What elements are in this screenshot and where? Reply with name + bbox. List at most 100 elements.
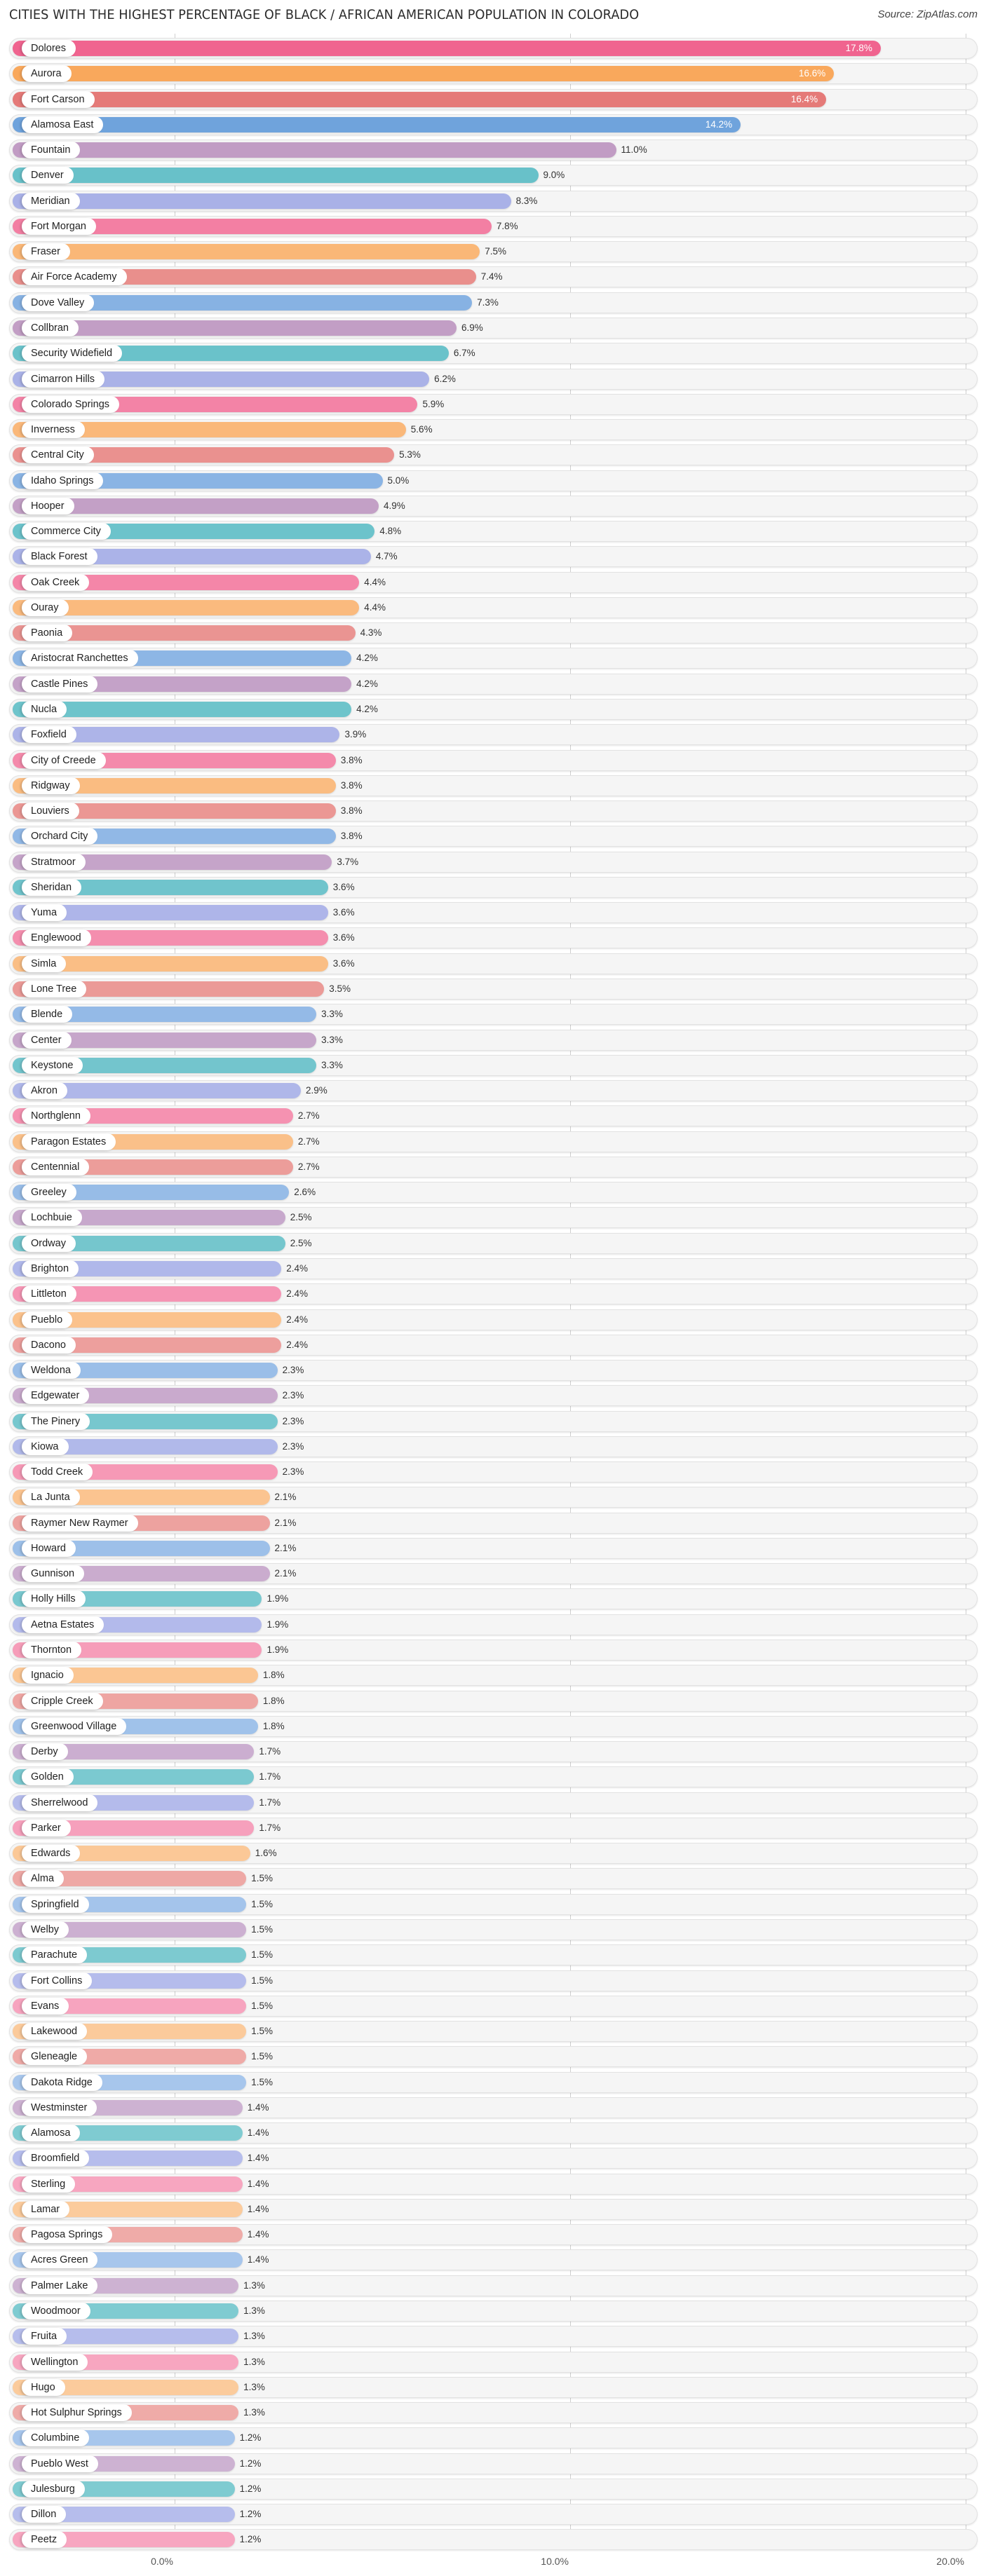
bar-row: Castle Pines 4.2% <box>9 673 978 695</box>
city-label: Greenwood Village <box>22 1717 127 1735</box>
city-label: Sheridan <box>22 878 82 896</box>
value-label: 1.5% <box>251 1923 273 1935</box>
city-label: Fruita <box>22 2328 67 2345</box>
city-label: Paragon Estates <box>22 1133 116 1150</box>
bar-row: Acres Green 1.4% <box>9 2249 978 2271</box>
bar <box>13 930 328 946</box>
bar-row: Thornton 1.9% <box>9 1640 978 1661</box>
value-label: 1.4% <box>247 2254 269 2265</box>
value-label: 7.8% <box>496 220 518 231</box>
city-label: Kiowa <box>22 1438 69 1455</box>
value-label: 6.2% <box>434 373 456 384</box>
city-label: Springfield <box>22 1895 89 1913</box>
chart-title: CITIES WITH THE HIGHEST PERCENTAGE OF BL… <box>9 7 640 22</box>
bar-row: Ouray 4.4% <box>9 597 978 618</box>
bar-row: Edgewater 2.3% <box>9 1385 978 1407</box>
value-label: 8.3% <box>515 195 538 206</box>
bar-row: Wellington 1.3% <box>9 2351 978 2373</box>
bar <box>13 981 325 997</box>
city-label: Ouray <box>22 599 69 616</box>
city-label: Aristocrat Ranchettes <box>22 650 138 667</box>
bar <box>13 777 336 793</box>
city-label: Lone Tree <box>22 980 87 997</box>
bar <box>13 1083 301 1099</box>
bar-row: Fort Morgan 7.8% <box>9 215 978 237</box>
value-label: 2.3% <box>282 1365 304 1376</box>
value-label: 3.9% <box>344 729 367 740</box>
value-label: 1.2% <box>239 2534 262 2545</box>
value-label: 1.5% <box>251 2051 273 2062</box>
bar <box>13 905 328 921</box>
bar <box>13 955 328 972</box>
value-label: 2.1% <box>274 1568 297 1579</box>
bar <box>13 1286 282 1302</box>
city-label: Orchard City <box>22 828 98 845</box>
value-label: 1.7% <box>259 1797 281 1808</box>
city-label: Gleneagle <box>22 2048 88 2066</box>
bar <box>13 142 616 158</box>
bar-row: Greeley 2.6% <box>9 1182 978 1204</box>
value-label: 1.4% <box>247 2153 269 2164</box>
source-label: Source: ZipAtlas.com <box>877 8 978 20</box>
value-label: 2.4% <box>286 1262 308 1274</box>
city-label: Greeley <box>22 1184 76 1201</box>
city-label: Ordway <box>22 1234 76 1252</box>
city-label: Akron <box>22 1082 67 1100</box>
city-label: Oak Creek <box>22 573 90 591</box>
value-label: 1.8% <box>262 1695 285 1706</box>
bar <box>13 2379 239 2395</box>
value-label: 2.6% <box>294 1187 316 1198</box>
value-label: 7.4% <box>480 271 503 282</box>
city-label: Golden <box>22 1769 74 1786</box>
bar-row: Dove Valley 7.3% <box>9 292 978 313</box>
bar-row: Nucla 4.2% <box>9 699 978 721</box>
bar-row: Pueblo 2.4% <box>9 1309 978 1330</box>
bar-row: Fruita 1.3% <box>9 2326 978 2347</box>
city-label: Julesburg <box>22 2480 85 2497</box>
bar-row: Paonia 4.3% <box>9 622 978 644</box>
bar-row: Pueblo West 1.2% <box>9 2453 978 2474</box>
city-label: Castle Pines <box>22 675 98 693</box>
city-label: Hooper <box>22 497 74 514</box>
value-label: 1.2% <box>239 2432 262 2444</box>
bar <box>13 320 457 336</box>
bar-row: Parachute 1.5% <box>9 1944 978 1966</box>
city-label: Thornton <box>22 1642 82 1658</box>
bar-row: Yuma 3.6% <box>9 902 978 924</box>
bar-row: Dacono 2.4% <box>9 1334 978 1356</box>
bar <box>13 116 741 132</box>
city-label: Lochbuie <box>22 1209 82 1227</box>
bar-row: Black Forest 4.7% <box>9 546 978 568</box>
bar-row: Greenwood Village 1.8% <box>9 1715 978 1737</box>
bar <box>13 1007 317 1023</box>
value-label: 3.8% <box>340 779 363 791</box>
city-label: Acres Green <box>22 2251 98 2269</box>
bar <box>13 91 827 107</box>
bar-row: Akron 2.9% <box>9 1080 978 1102</box>
city-label: Alma <box>22 1870 65 1888</box>
bar <box>13 168 539 184</box>
value-label: 4.2% <box>356 653 378 664</box>
city-label: Littleton <box>22 1286 76 1303</box>
city-label: Sterling <box>22 2175 76 2193</box>
bar <box>13 66 835 82</box>
value-label: 6.9% <box>461 322 483 333</box>
city-label: Lakewood <box>22 2023 88 2040</box>
value-label: 1.6% <box>255 1848 277 1859</box>
bar-row: Idaho Springs 5.0% <box>9 470 978 491</box>
value-label: 1.9% <box>266 1593 289 1604</box>
bar-row: Littleton 2.4% <box>9 1283 978 1305</box>
value-label: 3.6% <box>332 907 355 918</box>
bar-row: Derby 1.7% <box>9 1741 978 1763</box>
city-label: Woodmoor <box>22 2303 90 2320</box>
bar-row: Dakota Ridge 1.5% <box>9 2071 978 2093</box>
bar-row: Simla 3.6% <box>9 953 978 974</box>
value-label: 3.3% <box>321 1009 343 1020</box>
bar-row: Blende 3.3% <box>9 1004 978 1025</box>
value-label: 2.4% <box>286 1339 308 1350</box>
city-label: Fort Collins <box>22 1972 93 1989</box>
bar-row: Commerce City 4.8% <box>9 521 978 543</box>
value-label: 1.3% <box>243 2356 265 2367</box>
bar-row: Springfield 1.5% <box>9 1893 978 1915</box>
